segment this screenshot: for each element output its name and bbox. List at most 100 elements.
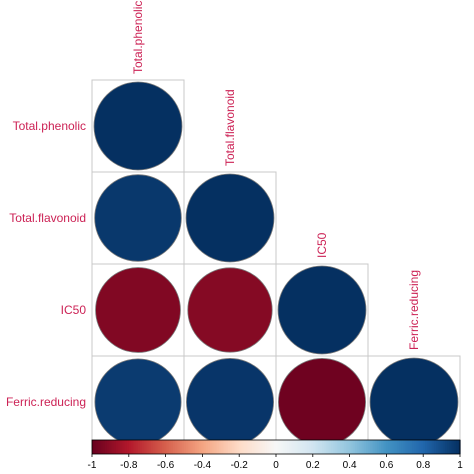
colorbar-segment — [287, 440, 290, 454]
colorbar-segment — [106, 440, 110, 454]
colorbar-segment — [163, 440, 167, 454]
colorbar-tick-label: -0.2 — [231, 460, 249, 471]
colorbar-segment — [248, 440, 251, 454]
colorbar-segment — [303, 440, 307, 454]
colorbar-segment — [312, 440, 316, 454]
colorbar-segment — [145, 440, 148, 454]
colorbar-segment — [288, 440, 292, 454]
colorbar-segment — [320, 440, 323, 454]
colorbar-segment — [382, 440, 386, 454]
colorbar-segment — [373, 440, 376, 454]
colorbar-segment — [115, 440, 119, 454]
colorbar-segment — [222, 440, 226, 454]
colorbar-tick-label: 1 — [457, 460, 463, 471]
colorbar-segment — [93, 440, 97, 454]
colorbar-segment — [230, 440, 233, 454]
colorbar-segment — [299, 440, 303, 454]
colorbar-segment — [388, 440, 391, 454]
colorbar-tick-label: 0.4 — [343, 460, 357, 471]
colorbar-segment — [121, 440, 124, 454]
colorbar-segment — [384, 440, 387, 454]
colorbar-segment — [443, 440, 446, 454]
colorbar-segment — [316, 440, 319, 454]
colorbar-segment — [128, 440, 132, 454]
colorbar-segment — [103, 440, 106, 454]
colorbar-segment — [404, 440, 408, 454]
colorbar-segment — [228, 440, 231, 454]
colorbar-segment — [276, 440, 279, 454]
colorbar-segment — [351, 440, 354, 454]
colorbar-segment — [345, 440, 349, 454]
colorbar-segment — [272, 440, 275, 454]
colorbar-segment — [362, 440, 365, 454]
colorbar-segment — [290, 440, 294, 454]
colorbar-segment — [309, 440, 312, 454]
colorbar-tick-label: -1 — [88, 460, 97, 471]
colorbar-segment — [156, 440, 159, 454]
colorbar-segment — [377, 440, 380, 454]
colorbar-segment — [101, 440, 104, 454]
colorbar-segment — [412, 440, 415, 454]
colorbar-segment — [401, 440, 404, 454]
colorbar-segment — [333, 440, 336, 454]
colorbar-segment — [423, 440, 426, 454]
colorbar-segment — [364, 440, 367, 454]
colorbar-segment — [241, 440, 244, 454]
colorbar-segment — [305, 440, 308, 454]
colorbar-segment — [395, 440, 399, 454]
colorbar-segment — [329, 440, 332, 454]
colorbar-tick-label: 0.2 — [306, 460, 320, 471]
colorbar-segment — [112, 440, 115, 454]
colorbar-segment — [180, 440, 183, 454]
colorbar-segment — [207, 440, 211, 454]
colorbar-segment — [331, 440, 334, 454]
colorbar-segment — [355, 440, 358, 454]
colorbar-segment — [250, 440, 253, 454]
colorbar-segment — [220, 440, 224, 454]
colorbar-segment — [136, 440, 139, 454]
circle-ic50-total-phenolic — [95, 267, 181, 353]
colorbar-segment — [198, 440, 202, 454]
colorbar-segment — [436, 440, 439, 454]
colorbar-segment — [231, 440, 235, 454]
colorbar-segment — [358, 440, 362, 454]
colorbar-tick-label: -0.8 — [120, 460, 138, 471]
row-label-total-flavonoid: Total.flavonoid — [9, 211, 86, 225]
colorbar-segment — [419, 440, 422, 454]
row-label-ic50: IC50 — [61, 303, 87, 317]
colorbar-segment — [187, 440, 191, 454]
colorbar-segment — [160, 440, 163, 454]
colorbar-segment — [445, 440, 448, 454]
colorbar-segment — [138, 440, 141, 454]
colorbar-segment — [97, 440, 100, 454]
colorbar-segment — [439, 440, 443, 454]
colorbar-segment — [380, 440, 384, 454]
colorbar-segment — [147, 440, 150, 454]
colorbar-segment — [217, 440, 220, 454]
column-label-total-flavonoid: Total.flavonoid — [223, 89, 237, 166]
colorbar-segment — [334, 440, 338, 454]
colorbar-segment — [349, 440, 353, 454]
colorbar-segment — [428, 440, 432, 454]
colorbar-segment — [211, 440, 215, 454]
colorbar-segment — [318, 440, 321, 454]
colorbar-segment — [143, 440, 146, 454]
colorbar-segment — [114, 440, 117, 454]
colorbar-segment — [406, 440, 410, 454]
colorbar-segment — [323, 440, 327, 454]
colorbar-segment — [204, 440, 207, 454]
colorbar-segment — [408, 440, 411, 454]
colorbar-segment — [171, 440, 174, 454]
colorbar-segment — [340, 440, 343, 454]
colorbar-segment — [184, 440, 187, 454]
colorbar-segment — [386, 440, 389, 454]
colorbar-segment — [259, 440, 262, 454]
colorbar-segment — [307, 440, 310, 454]
colorbar-segment — [379, 440, 382, 454]
colorbar-segment — [322, 440, 325, 454]
colorbar-segment — [458, 440, 461, 454]
colorbar-segment — [158, 440, 161, 454]
colorbar-segment — [252, 440, 255, 454]
colorbar-segment — [263, 440, 266, 454]
colorbar-tick-label: -0.6 — [157, 460, 175, 471]
